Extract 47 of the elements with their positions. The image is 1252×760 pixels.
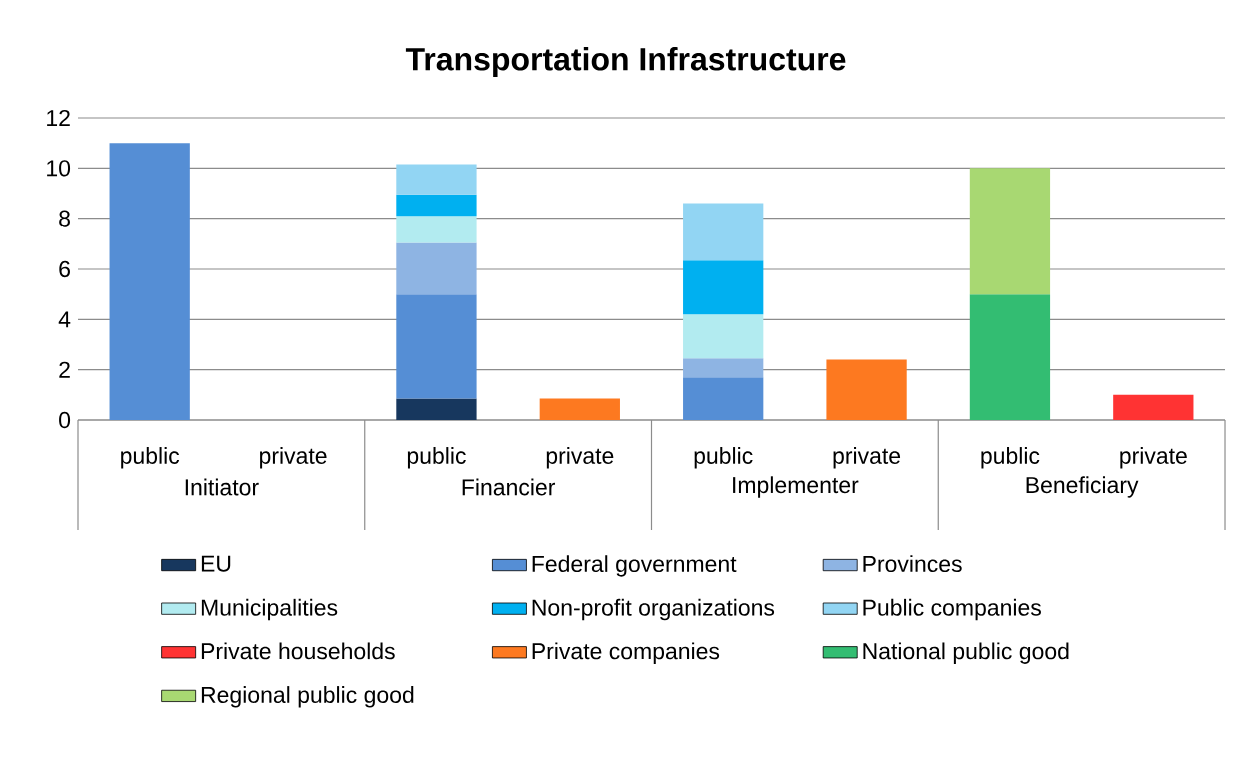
bar xyxy=(396,164,477,195)
legend-label: Municipalities xyxy=(201,598,338,621)
y-tick-label: 10 xyxy=(47,160,71,177)
y-tick-label: 8 xyxy=(59,210,70,227)
legend-label: Private companies xyxy=(532,642,720,664)
text: Initiator xyxy=(185,478,259,496)
bar xyxy=(396,242,477,295)
bar xyxy=(683,314,764,359)
x-tick-label: private xyxy=(546,447,614,469)
legend-label: National public good xyxy=(863,642,1069,664)
y-tick-label: 4 xyxy=(58,311,71,328)
bar xyxy=(969,294,1051,420)
y-tick-label: 6 xyxy=(59,260,70,278)
x-tick-label: public xyxy=(694,447,753,469)
bar xyxy=(683,260,764,315)
legend-label: Regional public good xyxy=(201,686,414,708)
bar xyxy=(396,294,477,399)
bar xyxy=(683,358,764,378)
bar xyxy=(1113,394,1194,420)
text: Financier xyxy=(462,478,556,496)
y-tick-label: 12 xyxy=(47,109,70,127)
x-tick-label: public xyxy=(407,447,466,469)
text: Beneficiary xyxy=(1026,476,1139,498)
bar xyxy=(539,398,620,420)
legend-label: EU xyxy=(201,555,231,572)
legend-label: Federal government xyxy=(532,555,737,577)
y-tick-label: 2 xyxy=(59,361,70,378)
x-tick-label: private xyxy=(1120,447,1187,469)
bar xyxy=(109,143,190,420)
legend-label: Provinces xyxy=(863,555,962,573)
bar xyxy=(969,168,1051,295)
bar xyxy=(396,398,477,420)
bar xyxy=(683,203,764,261)
bar xyxy=(826,359,907,420)
legend-label: Private households xyxy=(201,642,395,660)
text: Implementer xyxy=(733,476,859,498)
x-tick-label: private xyxy=(260,447,327,469)
x-tick-label: private xyxy=(833,447,901,469)
x-tick-label: public xyxy=(121,447,180,469)
x-tick-label: public xyxy=(981,447,1040,469)
y-tick-label: 0 xyxy=(59,411,71,429)
chart-title: Transportation Infrastructure xyxy=(405,47,846,77)
bar xyxy=(683,377,764,420)
bar xyxy=(396,216,477,243)
legend-label: Non-profit organizations xyxy=(532,598,775,621)
legend-label: Public companies xyxy=(863,598,1041,621)
bar xyxy=(396,194,477,217)
